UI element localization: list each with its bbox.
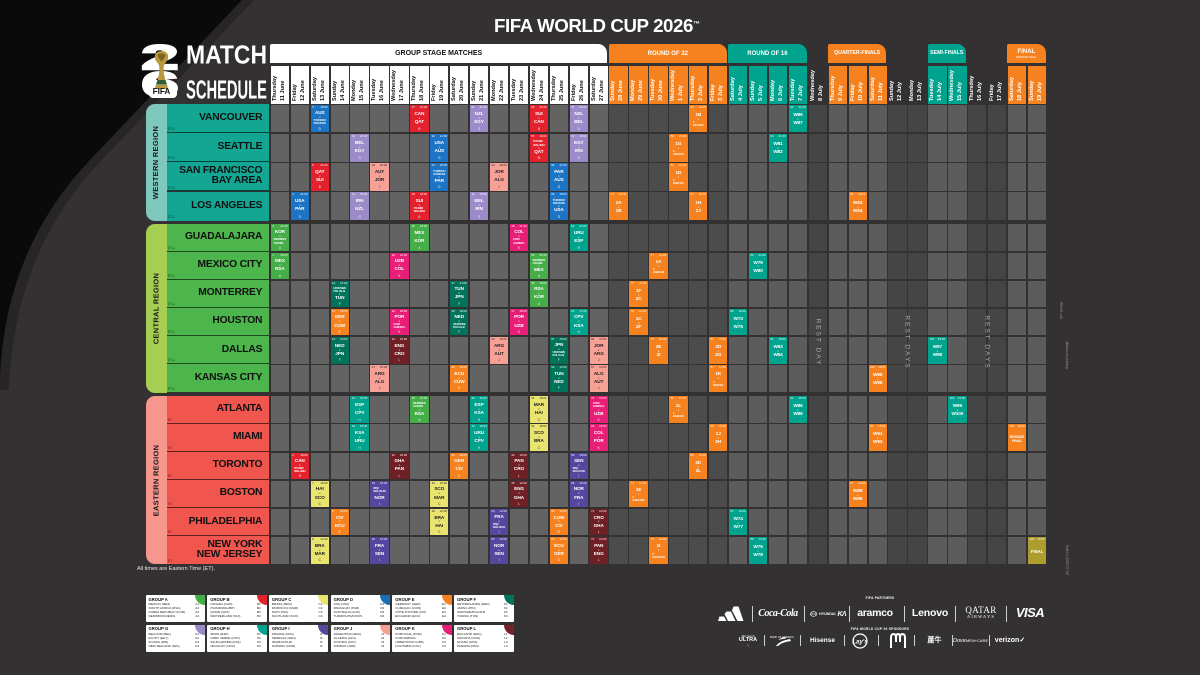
svg-text:Lay's: Lay's bbox=[852, 639, 868, 645]
svg-text:BANK OF AMERICA: BANK OF AMERICA bbox=[770, 635, 794, 639]
svg-text:SCHEDULE: SCHEDULE bbox=[186, 75, 267, 103]
svg-text:MATCH: MATCH bbox=[186, 44, 267, 70]
